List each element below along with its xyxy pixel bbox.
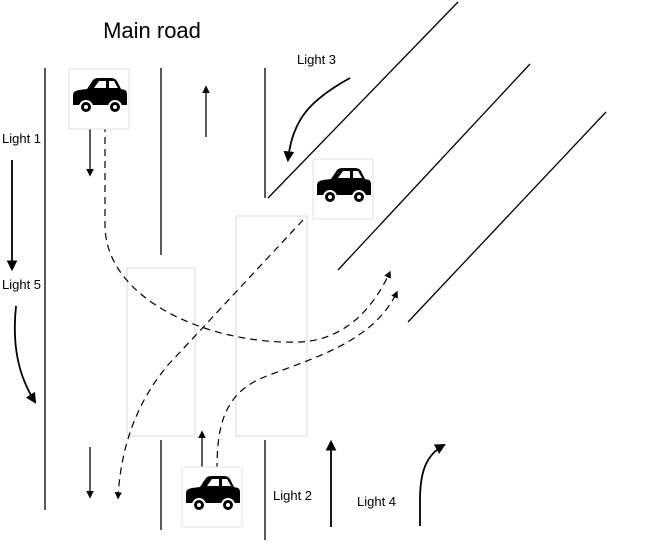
crosswalk-left (126, 267, 196, 437)
car-icon-side-road (312, 158, 374, 220)
light-4-label: Light 4 (357, 494, 396, 509)
road-lines (44, 1, 607, 540)
arrow-icon-light-3 (283, 77, 351, 163)
side-road-edge-lower (407, 111, 607, 323)
arrow-icon-light-5 (13, 305, 37, 404)
crosswalk-right (235, 215, 308, 437)
light-2-label: Light 2 (273, 488, 312, 503)
dashed-path-car2-to-side-road (216, 290, 398, 471)
light-3-label: Light 3 (297, 52, 336, 67)
side-road-edge-upper (267, 1, 459, 199)
page-title: Main road (103, 18, 201, 43)
car-icon-north (68, 68, 130, 130)
arrows (6, 77, 446, 527)
light-5-label: Light 5 (2, 277, 41, 292)
light-1-label: Light 1 (2, 131, 41, 146)
side-road-lane-line (337, 63, 531, 271)
dashed-paths (104, 125, 398, 500)
dashed-path-car3-to-south (114, 219, 304, 500)
dashed-path-car1-to-side-road (104, 125, 391, 343)
car-icon-south (181, 466, 243, 528)
arrow-icon-light-4 (419, 443, 446, 526)
